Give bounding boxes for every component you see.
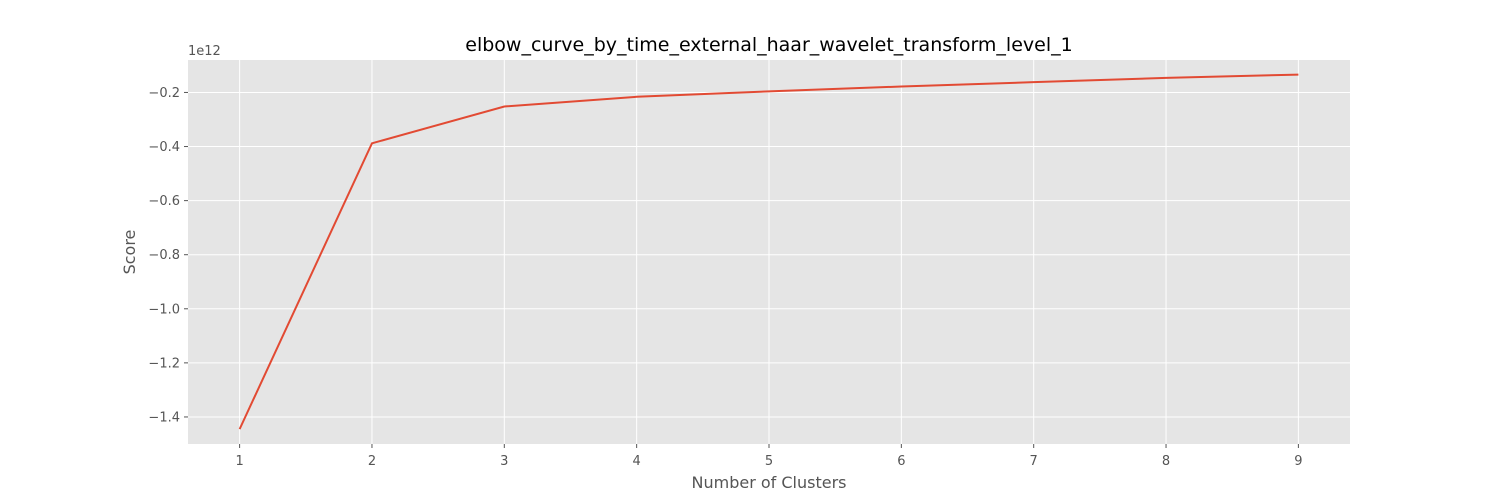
y-tick-label: −1.0: [148, 302, 180, 317]
y-axis-title: Score: [120, 230, 139, 275]
y-tick-label: −1.2: [148, 356, 180, 371]
y-tick-label: −0.8: [148, 248, 180, 263]
x-tick-label: 7: [1030, 454, 1038, 469]
x-tick-label: 5: [765, 454, 773, 469]
x-tick-label: 9: [1294, 454, 1302, 469]
series-line: [238, 73, 1299, 430]
y-tick-label: −0.6: [148, 194, 180, 209]
x-tick-label: 6: [897, 454, 905, 469]
x-tick-label: 4: [633, 454, 641, 469]
y-axis-offset-label: 1e12: [188, 44, 221, 59]
grid: [188, 60, 1350, 444]
chart-title: elbow_curve_by_time_external_haar_wavele…: [465, 34, 1072, 56]
x-tick-label: 1: [235, 454, 243, 469]
x-tick-label: 8: [1162, 454, 1170, 469]
y-axis-ticks: −1.4 −1.2 −1.0 −0.8 −0.6 −0.4 −0.2: [148, 86, 188, 425]
x-axis-title: Number of Clusters: [692, 473, 847, 492]
y-tick-label: −0.4: [148, 140, 180, 155]
y-tick-label: −0.2: [148, 86, 180, 101]
x-axis-ticks: 1 2 3 4 5 6 7 8 9: [235, 444, 1303, 469]
x-tick-label: 3: [500, 454, 508, 469]
y-tick-label: −1.4: [148, 410, 180, 425]
x-tick-label: 2: [368, 454, 376, 469]
